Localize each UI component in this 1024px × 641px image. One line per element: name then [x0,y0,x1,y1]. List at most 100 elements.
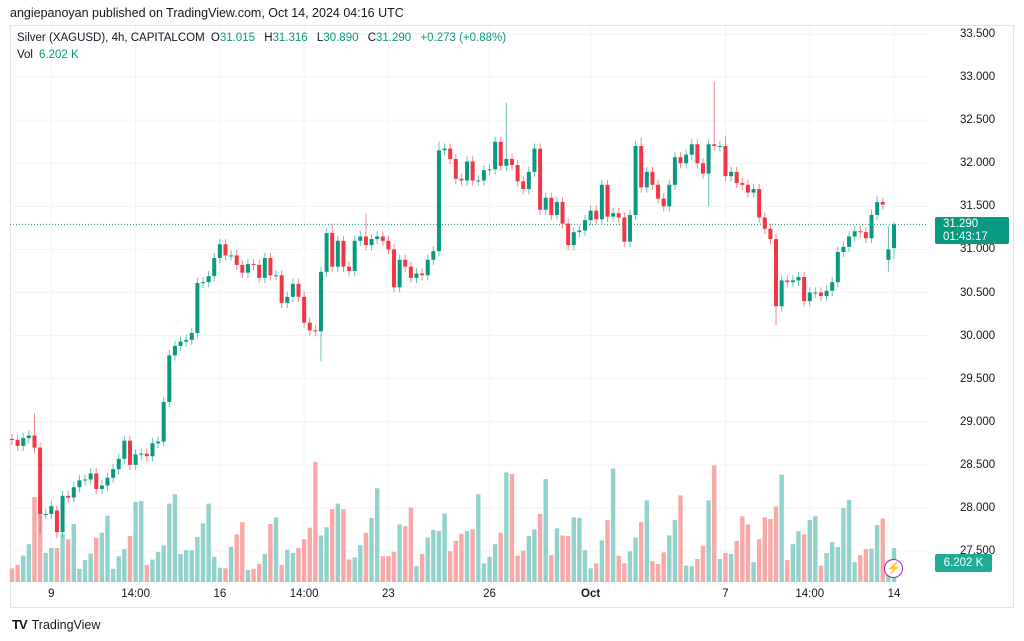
candle-body [700,163,705,174]
volume-bar [683,565,689,582]
last-price-badge: 31.290 01:43:17 [935,217,1009,244]
volume-bar [571,517,576,582]
candle [245,258,250,278]
candle [318,266,323,362]
candle [335,235,340,272]
candle [133,449,138,471]
chart-pane[interactable] [10,25,1014,608]
volume-bar [447,551,453,582]
volume-bar [386,556,391,582]
lightning-icon[interactable]: ⚡ [884,559,903,578]
candle-body [757,189,762,218]
volume-bar [509,474,515,582]
price-tick-label: 29.000 [960,415,996,428]
candle-body [369,239,374,246]
volume-bar [549,555,554,582]
volume-bar [622,563,627,582]
volume-bar [256,563,262,582]
volume-bar [768,518,773,582]
candle [184,334,189,347]
candle [661,193,666,212]
candle [127,435,132,471]
candle-body [526,171,531,190]
candle [470,156,475,186]
candle-body [594,210,599,220]
candle-body [824,290,829,296]
candle-body [178,341,183,346]
candle [453,153,458,184]
price-tick-label: 30.500 [960,286,996,299]
candle-body [71,487,76,498]
candle [459,173,464,186]
candle-body [442,148,447,151]
candle-body [549,197,554,215]
volume-bar [599,540,605,582]
candle-body [223,244,228,256]
time-tick-label: 9 [48,588,55,600]
volume-bar [638,522,644,582]
volume-bar [515,555,520,582]
candle [869,209,874,244]
candle [375,231,380,245]
candle [498,136,503,172]
candle [706,139,711,207]
volume-bar [498,532,503,582]
candle-body [324,233,329,272]
candle [330,223,335,272]
candle-body [605,184,610,217]
candle [408,261,413,284]
candle-body [785,280,790,283]
candle-body [420,273,425,276]
candle [509,153,514,171]
candle [414,268,419,284]
volume-bar [442,513,447,582]
candle [94,468,99,495]
candle [279,270,284,309]
candle-body [858,231,863,233]
candle-body [116,458,121,470]
candle [324,227,329,277]
candle-body [363,236,368,246]
legend-symbol: Silver (XAGUSD), 4h, CAPITALCOM [17,32,205,44]
candle-body [330,233,335,267]
volume-bar [504,472,509,582]
price-tick-label: 28.000 [960,501,996,514]
volume-bar [307,527,312,582]
candle [717,140,722,152]
volume-bar [54,548,60,582]
candle [21,432,26,452]
candle-body [352,240,357,271]
candle-body [768,228,773,240]
candle-body [627,214,632,242]
candle-body [622,217,627,242]
volume-bar [526,535,532,582]
time-tick-label: 7 [722,588,729,600]
candle-body [268,258,273,276]
volume-bar [380,556,385,582]
price-tick-label: 32.000 [960,157,996,170]
volume-bar [77,568,82,582]
volume-bar [846,499,852,582]
candle-body [802,276,807,302]
volume-bar [813,516,818,582]
volume-bar [228,546,234,582]
volume-bar [116,556,121,582]
volume-bar [723,552,728,582]
price-tick-label: 29.500 [960,372,996,385]
candle-body [470,161,475,181]
volume-bar [667,535,672,582]
candle-body [588,210,593,221]
volume-bar [678,495,683,582]
volume-bar [374,488,380,582]
candle-body [414,273,419,278]
volume-bar [251,568,256,582]
candle-body [234,255,239,265]
candle [824,285,829,302]
volume-bar [296,548,301,582]
candle-body [431,251,436,260]
candle-body [358,236,363,241]
candle-body [611,213,616,217]
volume-bar [60,534,65,582]
candle [616,208,621,223]
